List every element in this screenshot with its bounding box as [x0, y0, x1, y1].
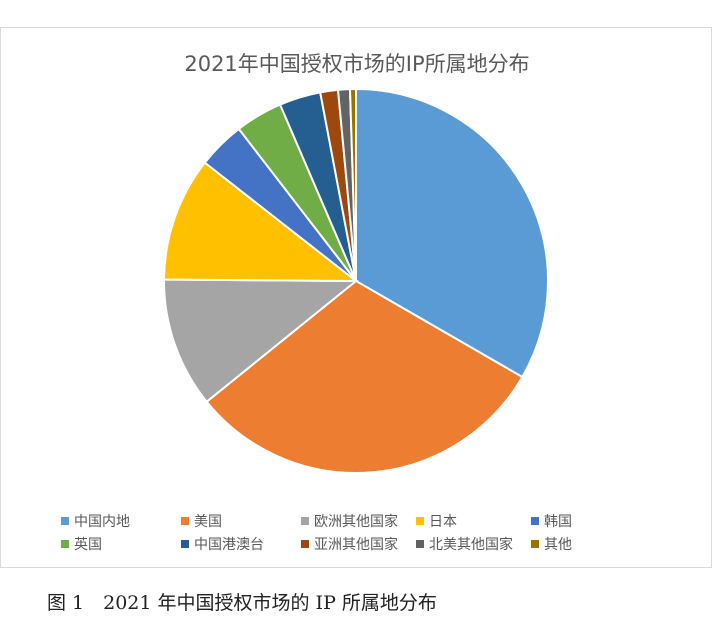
legend-label: 美国	[194, 514, 222, 530]
legend-item-3: 欧洲其他国家	[301, 511, 398, 531]
legend-swatch	[531, 540, 539, 548]
legend-label: 中国内地	[74, 514, 130, 530]
legend-label: 中国港澳台	[194, 537, 264, 553]
legend-swatch	[61, 517, 69, 525]
legend-swatch	[531, 517, 539, 525]
legend-item-7: 中国港澳台	[181, 534, 264, 554]
legend-swatch	[181, 540, 189, 548]
legend-label: 其他	[544, 537, 572, 553]
legend-swatch	[416, 517, 424, 525]
figure-caption: 图 1 2021 年中国授权市场的 IP 所属地分布	[47, 592, 437, 614]
legend-item-1: 中国内地	[61, 511, 130, 531]
legend-item-9: 北美其他国家	[416, 534, 513, 554]
legend-label: 亚洲其他国家	[314, 537, 398, 553]
legend-swatch	[416, 540, 424, 548]
legend-item-8: 亚洲其他国家	[301, 534, 398, 554]
legend-swatch	[61, 540, 69, 548]
legend-swatch	[301, 517, 309, 525]
pie-slice-3	[163, 278, 359, 404]
legend-label: 日本	[429, 514, 457, 530]
legend-label: 韩国	[544, 514, 572, 530]
legend-item-6: 英国	[61, 534, 102, 554]
legend-item-5: 韩国	[531, 511, 572, 531]
legend-item-10: 其他	[531, 534, 572, 554]
legend-label: 欧洲其他国家	[314, 514, 398, 530]
pie-slice-10	[348, 87, 357, 282]
legend-swatch	[301, 540, 309, 548]
chart-frame: 2021年中国授权市场的IP所属地分布 中国内地 美国 欧洲其他国家 日本 韩国英国 中国…	[0, 27, 712, 568]
pie-slice-2	[205, 279, 524, 474]
legend-swatch	[181, 517, 189, 525]
pie-slice-4	[163, 161, 359, 283]
chart-title: 2021年中国授权市场的IP所属地分布	[184, 52, 530, 76]
legend-item-4: 日本	[416, 511, 457, 531]
legend-label: 英国	[74, 537, 102, 553]
pie-chart	[163, 87, 549, 474]
legend-label: 北美其他国家	[429, 537, 513, 553]
pie-slice-1	[355, 87, 549, 379]
legend-item-2: 美国	[181, 511, 222, 531]
